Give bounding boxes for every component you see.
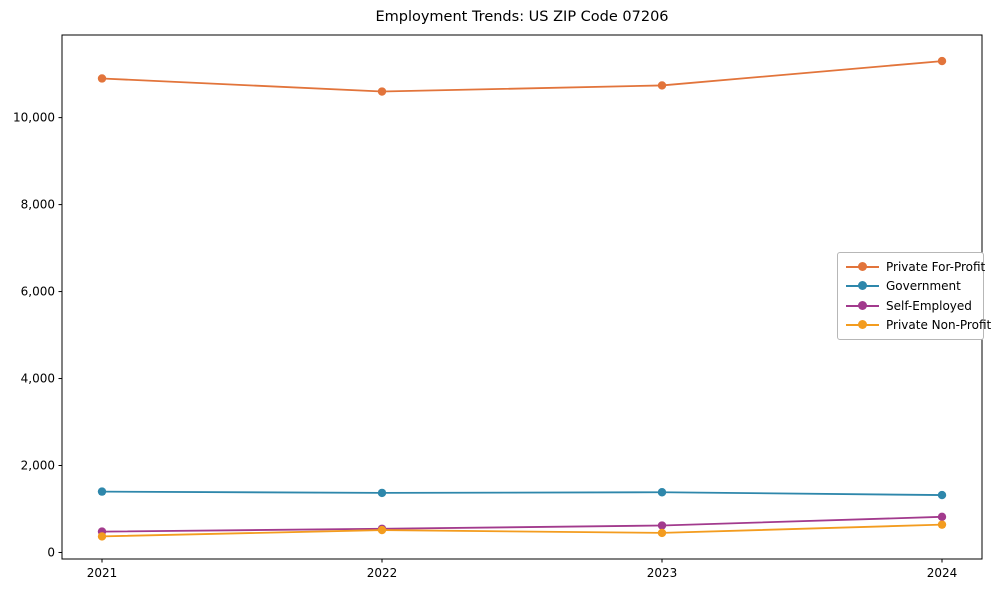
y-tick-label: 2,000	[21, 459, 55, 473]
legend-line-marker-icon	[846, 261, 879, 272]
x-tick-label: 2024	[927, 566, 958, 580]
data-point	[657, 521, 667, 530]
data-point	[377, 525, 387, 535]
legend-line-marker-icon	[846, 300, 879, 311]
y-tick-label: 6,000	[21, 285, 55, 299]
y-tick-label: 0	[47, 545, 55, 559]
series-line	[101, 490, 943, 496]
data-point	[377, 87, 387, 96]
data-point	[97, 532, 107, 541]
series-line	[101, 515, 943, 533]
chart-title: Employment Trends: US ZIP Code 07206	[375, 9, 669, 25]
series-line	[101, 60, 943, 93]
legend-entry: Government	[846, 277, 977, 297]
x-tick-label: 2021	[87, 566, 118, 580]
legend: Private For-Profit Government Self-Employe…	[837, 252, 991, 340]
legend-label: Self-Employed	[886, 298, 972, 313]
data-point	[97, 487, 107, 496]
legend-entry: Private Non-Profit	[846, 316, 991, 336]
x-tick-label: 2022	[367, 566, 398, 580]
legend-entry: Self-Employed	[846, 296, 977, 316]
data-point	[937, 520, 947, 529]
series-line	[101, 523, 943, 538]
data-point	[937, 56, 947, 66]
x-tick-label: 2023	[647, 566, 678, 580]
data-point	[937, 512, 947, 522]
data-point	[377, 488, 387, 498]
legend-entry: Private For-Profit	[846, 257, 985, 277]
data-point	[657, 81, 667, 90]
data-point	[937, 490, 947, 500]
y-tick-label: 8,000	[21, 198, 55, 212]
legend-label: Government	[886, 279, 961, 294]
data-point	[97, 74, 107, 83]
legend-line-marker-icon	[846, 281, 879, 291]
data-point	[657, 488, 667, 497]
data-point	[657, 528, 667, 538]
y-tick-label: 4,000	[21, 372, 55, 386]
y-tick-label: 10,000	[13, 111, 55, 125]
legend-label: Private Non-Profit	[886, 318, 992, 333]
legend-label: Private For-Profit	[886, 259, 986, 274]
legend-line-marker-icon	[846, 320, 879, 330]
